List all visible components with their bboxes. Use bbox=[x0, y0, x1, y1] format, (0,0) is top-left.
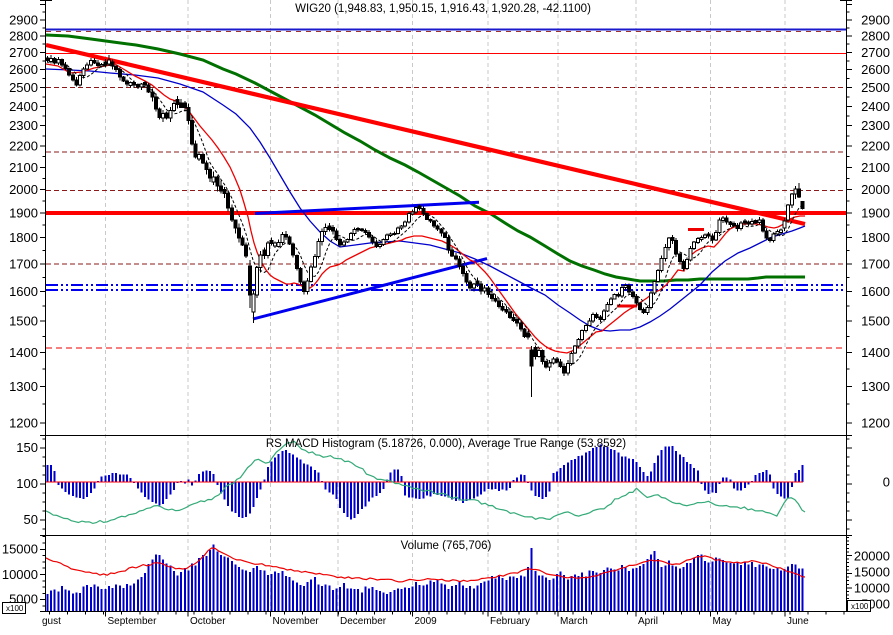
svg-text:December: December bbox=[340, 616, 387, 627]
svg-text:x100: x100 bbox=[6, 604, 24, 613]
svg-text:1400: 1400 bbox=[9, 345, 38, 360]
svg-text:February: February bbox=[490, 616, 530, 627]
svg-text:1300: 1300 bbox=[861, 379, 890, 394]
svg-text:2009: 2009 bbox=[415, 616, 438, 627]
svg-text:RS MACD Histogram (5.18726, 0.: RS MACD Histogram (5.18726, 0.000), Aver… bbox=[266, 438, 626, 450]
svg-text:0: 0 bbox=[883, 475, 890, 490]
svg-text:1900: 1900 bbox=[861, 206, 890, 221]
svg-text:1800: 1800 bbox=[9, 230, 38, 245]
svg-text:2900: 2900 bbox=[9, 12, 38, 27]
svg-text:2800: 2800 bbox=[9, 28, 38, 43]
svg-text:1300: 1300 bbox=[9, 379, 38, 394]
svg-text:June: June bbox=[787, 616, 809, 627]
svg-text:15000: 15000 bbox=[854, 565, 890, 580]
svg-text:2900: 2900 bbox=[861, 12, 890, 27]
svg-text:2500: 2500 bbox=[9, 80, 38, 95]
svg-text:2400: 2400 bbox=[861, 99, 890, 114]
svg-text:2800: 2800 bbox=[861, 28, 890, 43]
svg-text:1600: 1600 bbox=[861, 284, 890, 299]
svg-text:1700: 1700 bbox=[861, 256, 890, 271]
svg-text:2100: 2100 bbox=[861, 160, 890, 175]
svg-text:2300: 2300 bbox=[9, 118, 38, 133]
svg-text:October: October bbox=[190, 616, 226, 627]
svg-text:2700: 2700 bbox=[9, 45, 38, 60]
svg-text:2000: 2000 bbox=[861, 182, 890, 197]
svg-text:2100: 2100 bbox=[9, 160, 38, 175]
svg-text:1200: 1200 bbox=[861, 415, 890, 430]
svg-text:2400: 2400 bbox=[9, 99, 38, 114]
svg-text:April: April bbox=[638, 616, 658, 627]
svg-text:gust: gust bbox=[42, 616, 61, 627]
svg-text:1400: 1400 bbox=[861, 345, 890, 360]
svg-text:2500: 2500 bbox=[861, 80, 890, 95]
svg-text:2600: 2600 bbox=[861, 62, 890, 77]
svg-text:15000: 15000 bbox=[2, 542, 38, 557]
svg-text:10000: 10000 bbox=[854, 581, 890, 596]
svg-text:1800: 1800 bbox=[861, 230, 890, 245]
svg-text:1500: 1500 bbox=[861, 314, 890, 329]
svg-text:May: May bbox=[713, 616, 732, 627]
svg-text:50: 50 bbox=[24, 512, 38, 527]
svg-text:September: September bbox=[108, 616, 158, 627]
svg-text:WIG20 (1,948.83, 1,950.15, 1,9: WIG20 (1,948.83, 1,950.15, 1,916.43, 1,9… bbox=[295, 3, 591, 15]
svg-text:2200: 2200 bbox=[861, 139, 890, 154]
svg-text:2300: 2300 bbox=[861, 118, 890, 133]
svg-text:1700: 1700 bbox=[9, 256, 38, 271]
svg-text:2000: 2000 bbox=[9, 182, 38, 197]
svg-text:2600: 2600 bbox=[9, 62, 38, 77]
svg-text:1200: 1200 bbox=[9, 415, 38, 430]
svg-text:x100: x100 bbox=[851, 602, 869, 611]
svg-text:10000: 10000 bbox=[2, 567, 38, 582]
svg-text:2700: 2700 bbox=[861, 45, 890, 60]
svg-text:1500: 1500 bbox=[9, 314, 38, 329]
svg-text:1900: 1900 bbox=[9, 206, 38, 221]
svg-text:2200: 2200 bbox=[9, 139, 38, 154]
svg-text:100: 100 bbox=[16, 476, 38, 491]
svg-text:Volume (765,706): Volume (765,706) bbox=[401, 540, 492, 552]
svg-text:March: March bbox=[560, 616, 588, 627]
svg-text:1600: 1600 bbox=[9, 284, 38, 299]
svg-text:150: 150 bbox=[16, 440, 38, 455]
svg-text:November: November bbox=[273, 616, 320, 627]
svg-text:20000: 20000 bbox=[854, 549, 890, 564]
